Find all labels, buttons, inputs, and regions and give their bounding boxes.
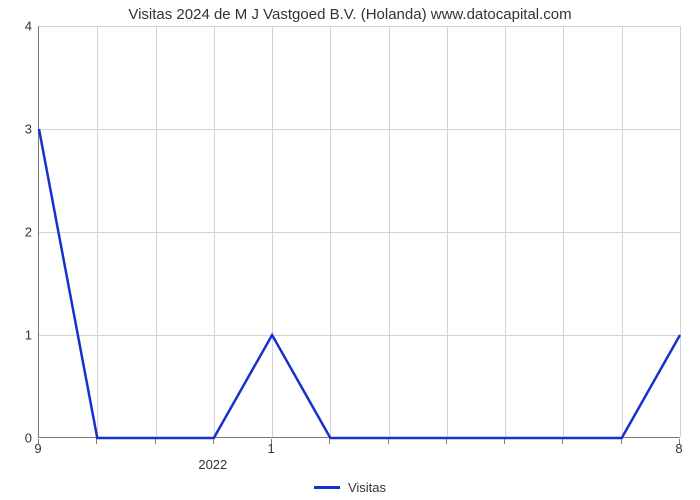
x-axis: 9182022: [38, 439, 680, 479]
xtick-mark: [329, 439, 330, 444]
chart-title: Visitas 2024 de M J Vastgoed B.V. (Holan…: [0, 6, 700, 23]
ytick-label: 2: [2, 225, 32, 240]
xtick-mark: [388, 439, 389, 444]
y-axis: 01234: [0, 26, 36, 438]
xtick-label: 9: [34, 441, 41, 456]
xtick-mark: [446, 439, 447, 444]
line-layer: [39, 26, 681, 438]
legend-swatch-icon: [314, 486, 340, 489]
xtick-mark: [155, 439, 156, 444]
xtick-mark: [562, 439, 563, 444]
legend: Visitas: [0, 480, 700, 495]
xtick-mark: [213, 439, 214, 444]
chart-area: [38, 26, 680, 438]
xtick-label: 8: [675, 441, 682, 456]
series-visitas: [39, 129, 680, 438]
ytick-label: 4: [2, 19, 32, 34]
xtick-label: 1: [267, 441, 274, 456]
ytick-label: 0: [2, 431, 32, 446]
xtick-mark: [96, 439, 97, 444]
ytick-label: 3: [2, 122, 32, 137]
ytick-label: 1: [2, 328, 32, 343]
xtick-mark: [621, 439, 622, 444]
legend-label: Visitas: [348, 480, 386, 495]
plot-area: [38, 26, 680, 438]
xaxis-title: 2022: [198, 457, 227, 472]
xtick-mark: [504, 439, 505, 444]
